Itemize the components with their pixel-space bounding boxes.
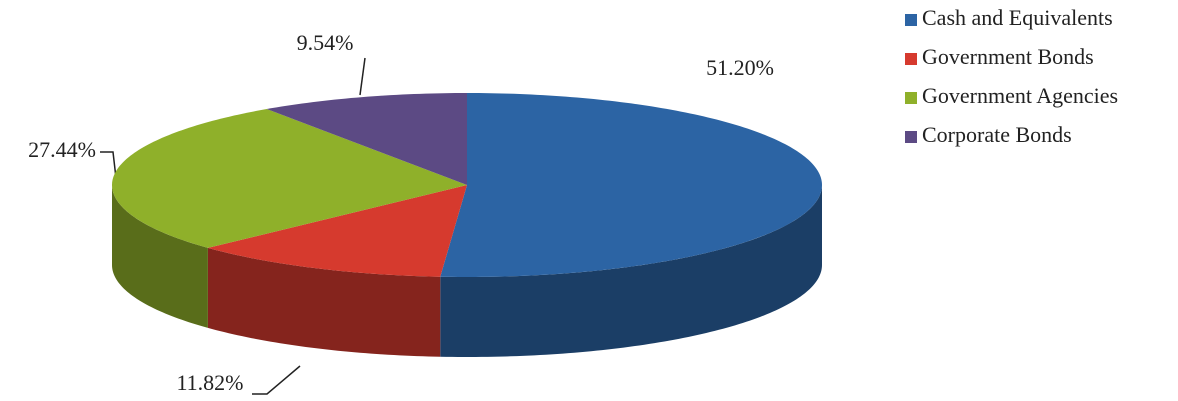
legend-marker [905,131,917,143]
slice-side [207,247,441,357]
slice [266,93,467,185]
legend-marker [905,14,917,26]
data-label: 9.54% [297,30,354,55]
slice [440,93,822,277]
legend-label: Cash and Equivalents [922,5,1113,30]
data-label: 51.20% [706,55,774,80]
legend-marker [905,53,917,65]
slice-side [440,185,822,357]
slice [112,109,468,248]
slice [207,185,468,277]
data-label: 27.44% [28,137,96,162]
leader-line [252,365,301,395]
legend-label: Government Agencies [922,83,1118,108]
leader-line [359,57,366,96]
slice-side [112,185,208,328]
legend-label: Corporate Bonds [922,122,1072,147]
leader-line [100,151,117,179]
data-label: 11.82% [176,370,243,395]
legend-marker [905,92,917,104]
legend-label: Government Bonds [922,44,1094,69]
